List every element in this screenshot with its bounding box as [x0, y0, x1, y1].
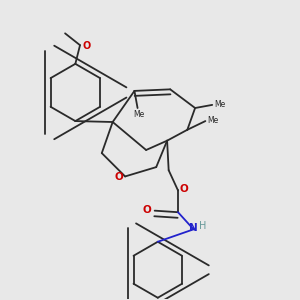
- Text: N: N: [189, 223, 197, 233]
- Text: O: O: [180, 184, 188, 194]
- Text: H: H: [199, 221, 206, 231]
- Text: Me: Me: [214, 100, 225, 109]
- Text: O: O: [142, 205, 151, 215]
- Text: Me: Me: [133, 110, 144, 119]
- Text: O: O: [82, 41, 91, 51]
- Text: O: O: [115, 172, 123, 182]
- Text: Me: Me: [207, 116, 218, 124]
